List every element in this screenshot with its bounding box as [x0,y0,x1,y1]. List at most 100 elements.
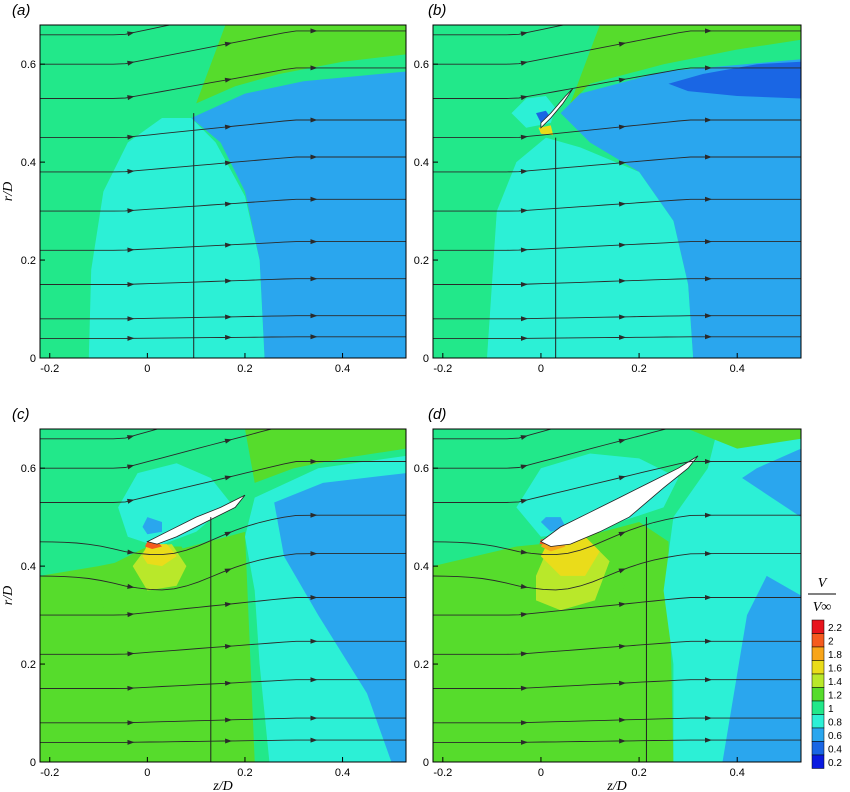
streamline-arrow [520,583,528,589]
streamline-arrow [225,717,233,723]
streamline-arrow [127,335,135,341]
streamline [40,278,406,285]
contour-field [433,429,801,762]
y-tick-label: 0 [30,757,36,769]
x-tick-label: 0.2 [631,363,646,375]
streamline-arrow [618,242,627,248]
colorbar-swatch [811,633,825,648]
streamline-arrow [520,60,528,66]
panel-label: (d) [428,406,446,423]
contour-level-0.8 [487,137,694,358]
streamline [40,25,173,36]
streamline-arrow [225,334,233,340]
x-tick-label: -0.2 [433,363,452,375]
streamline-arrow [310,459,318,464]
panel-label: (a) [12,2,30,19]
streamline-arrow [127,651,135,657]
streamline-arrow [520,95,528,101]
contour-level-1.2 [40,531,255,762]
colorbar-swatch [811,619,825,634]
x-tick-label: -0.2 [433,767,452,779]
streamline [40,679,406,689]
streamline-arrow [520,316,528,322]
streamline-arrow [520,281,528,287]
colorbar-tick-label: 0.2 [828,758,842,769]
streamline-arrow [618,475,627,481]
colorbar-tick-label: 1.6 [828,663,842,674]
streamline-arrow [618,644,627,649]
plot-frame [39,24,407,359]
streamline-arrow [311,388,318,393]
streamline-arrow [225,314,233,320]
streamline-arrow [618,124,627,130]
streamline-arrow [520,651,528,657]
streamline-arrow [310,28,318,34]
streamline [433,67,801,99]
y-tick-label: 0.2 [414,659,429,671]
streamline-arrow [310,638,318,644]
streamline-arrow [705,239,712,245]
streamline [40,315,406,320]
streamline-arrow [705,459,712,464]
streamline-arrow [520,169,528,175]
y-tick-label: 0 [423,757,429,769]
streamline [40,241,406,251]
streamline-arrow [127,739,135,745]
panel-d: -0.2 0 0.2 0.4 0 0.2 0.4 0.6 (d) z/D [414,406,802,792]
streamline-arrow [619,717,627,723]
streamline-arrow [520,498,528,504]
streamline-arrow [224,124,233,130]
x-tick-label: 0.2 [631,767,646,779]
y-tick-label: 0.4 [414,157,429,169]
streamline-arrow [619,10,627,16]
streamline [433,198,801,212]
y-tick-label: 0.6 [414,59,429,71]
streamline-arrow [225,405,233,412]
colorbar-tick-label: 2 [828,636,834,647]
contour-level-0.6 [560,59,801,358]
streamline-arrow [127,31,135,37]
streamline [433,461,801,503]
colorbar-swatch [811,673,825,688]
streamline [40,67,406,99]
streamline [433,679,801,689]
streamline-arrow [618,201,627,207]
streamline-arrow [520,464,528,470]
streamline-arrow [618,77,627,83]
streamline-arrow [127,247,135,253]
contour-level-0.6 [722,575,801,762]
contour-level-0.6 [142,517,162,535]
y-axis-label: r/D [1,182,16,201]
colorbar-swatch [811,727,825,742]
contour-level-0.6 [274,473,406,762]
streamline-arrow [618,602,627,607]
colorbar-tick-label: 1 [828,704,834,715]
streamline-arrow [310,334,318,340]
blade-profile [540,88,574,129]
x-tick-label: -0.2 [40,767,59,779]
contour-level-0.8 [516,453,679,537]
y-tick-label: 0.4 [414,561,429,573]
streamline [433,553,801,591]
x-tick-label: 0 [538,767,544,779]
contour-level-0.4 [536,110,551,123]
streamline-arrow [705,313,712,319]
streamline-arrow [127,208,135,214]
streamline-arrow [520,208,528,214]
colorbar-swatch [811,741,825,756]
streamline-arrow [520,549,528,555]
streamline-arrow [705,28,712,34]
streamline-arrow [705,677,712,683]
streamline-arrow [224,201,233,207]
streamline-arrow [127,685,135,691]
streamline-arrow [224,531,232,537]
streamline-arrow [310,276,318,282]
x-tick-label: 0.4 [730,363,745,375]
streamline-arrow [520,247,528,253]
streamline-arrow [224,568,232,574]
colorbar-swatch [811,700,825,715]
streamline-arrow [224,41,233,47]
y-tick-label: 0.6 [414,463,429,475]
plot-frame [432,428,802,763]
streamline [433,119,801,139]
